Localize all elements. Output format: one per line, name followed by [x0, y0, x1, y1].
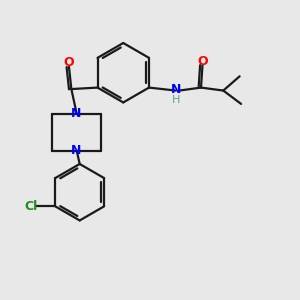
Text: O: O: [197, 55, 208, 68]
Text: H: H: [172, 95, 181, 105]
Text: Cl: Cl: [24, 200, 37, 213]
Text: O: O: [64, 56, 74, 69]
Text: N: N: [171, 83, 181, 97]
Text: N: N: [71, 144, 81, 157]
Text: N: N: [71, 107, 81, 120]
